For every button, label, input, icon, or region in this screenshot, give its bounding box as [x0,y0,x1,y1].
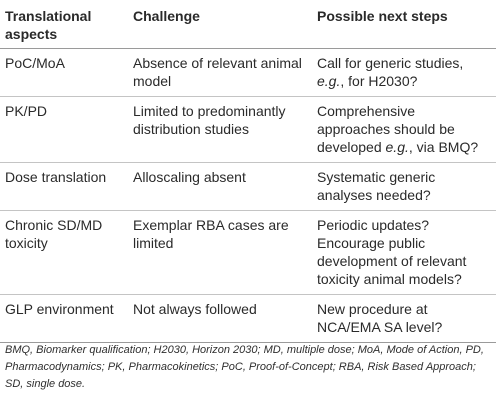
cell-challenge: Not always followed [133,301,257,317]
translational-aspects-table: Translational aspects Challenge Possible… [0,0,496,343]
steps-italic: e.g. [385,139,409,155]
cell-aspect: Dose translation [5,169,107,185]
header-challenge: Challenge [133,8,200,24]
cell-aspect: PK/PD [5,103,48,119]
steps-italic: e.g. [317,73,341,89]
cell-next-steps: Comprehensive approaches should be devel… [312,97,496,163]
steps-text: New procedure at NCA/EMA SA level? [317,301,443,335]
cell-next-steps: Call for generic studies, e.g., for H203… [312,49,496,97]
table-row: PoC/MoA Absence of relevant animal model… [0,49,496,97]
steps-text: Comprehensive approaches should be devel… [317,103,455,155]
steps-text: Periodic updates? Encourage public devel… [317,217,467,287]
header-possible-next-steps: Possible next steps [317,8,448,24]
cell-aspect: PoC/MoA [5,55,65,71]
cell-aspect: Chronic SD/MD toxicity [5,217,103,251]
cell-challenge: Exemplar RBA cases are limited [133,217,289,251]
cell-aspect: GLP environment [5,301,114,317]
steps-text-end: , via BMQ? [408,139,479,155]
table-footnote: BMQ, Biomarker qualification; H2030, Hor… [5,344,484,390]
header-translational-aspects: Translational aspects [5,8,92,42]
table-header-row: Translational aspects Challenge Possible… [0,0,496,49]
table-row: PK/PD Limited to predominantly distribut… [0,97,496,163]
steps-text: Call for generic studies, [317,55,464,71]
cell-next-steps: New procedure at NCA/EMA SA level? [312,295,496,343]
translational-table-container: Translational aspects Challenge Possible… [0,0,496,343]
steps-text-end: , for H2030? [340,73,418,89]
steps-text: Systematic generic analyses needed? [317,169,436,203]
table-row: Chronic SD/MD toxicity Exemplar RBA case… [0,211,496,295]
cell-challenge: Limited to predominantly distribution st… [133,103,286,137]
table-row: GLP environment Not always followed New … [0,295,496,343]
table-row: Dose translation Alloscaling absent Syst… [0,163,496,211]
cell-next-steps: Systematic generic analyses needed? [312,163,496,211]
cell-challenge: Alloscaling absent [133,169,246,185]
cell-next-steps: Periodic updates? Encourage public devel… [312,211,496,295]
cell-challenge: Absence of relevant animal model [133,55,302,89]
